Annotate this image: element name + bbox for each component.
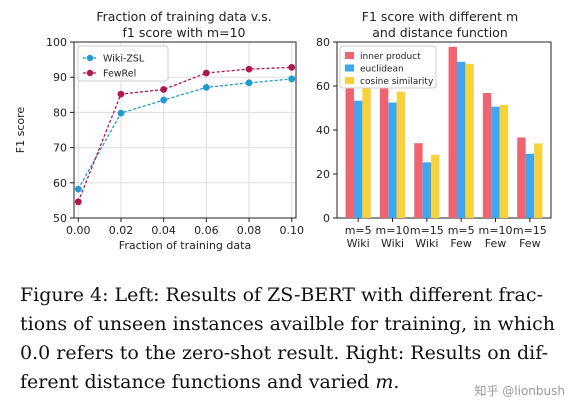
left-series-line-wikizsl <box>77 78 292 190</box>
left-chart-series <box>74 63 296 206</box>
left-data-point <box>202 69 210 77</box>
left-legend-label: Wiki-ZSL <box>103 54 145 65</box>
right-y-tick-label: 20 <box>316 168 330 181</box>
caption-variable-m: m <box>375 371 394 393</box>
left-y-tick-label: 50 <box>53 212 67 225</box>
left-legend-label: FewRel <box>103 69 136 80</box>
left-chart-legend: Wiki-ZSL FewRel <box>77 45 169 82</box>
left-data-point <box>245 79 253 87</box>
right-bar-cosine-similarity <box>499 104 509 218</box>
right-x-tick-label-top: m=15 <box>513 224 547 237</box>
left-data-point <box>74 198 82 206</box>
caption-line-2: tions of unseen instances availble for t… <box>20 313 555 335</box>
left-series-line-fewrel <box>77 66 292 203</box>
right-y-tick-label: 80 <box>316 36 330 49</box>
left-data-point <box>202 84 210 91</box>
right-x-tick-label-bottom: Few <box>450 237 472 250</box>
left-y-tick-label: 70 <box>53 142 67 155</box>
left-x-tick-label: 0.10 <box>279 224 304 237</box>
right-chart-title-line1: F1 score with different m <box>362 9 518 24</box>
watermark: 知乎 @lionbush <box>474 384 565 398</box>
right-legend-box <box>339 45 437 89</box>
left-legend-box <box>77 45 169 82</box>
right-bar-inner-product <box>414 143 423 218</box>
left-x-tick-label: 0.04 <box>151 224 176 237</box>
right-y-tick-label: 0 <box>323 212 330 225</box>
right-legend-label: inner product <box>360 52 421 62</box>
left-data-point <box>288 63 296 71</box>
right-bar-inner-product <box>345 60 354 218</box>
left-data-point <box>117 109 125 117</box>
right-bar-cosine-similarity <box>465 64 474 218</box>
right-chart-y-ticks: 0 20 40 60 80 <box>316 36 337 225</box>
right-bar-inner-product <box>448 46 457 219</box>
left-y-tick-label: 60 <box>53 177 67 190</box>
left-data-point <box>245 65 253 73</box>
left-chart-title-line2: f1 score with m=10 <box>123 25 246 40</box>
left-x-tick-label: 0.06 <box>194 224 219 237</box>
right-legend-swatch <box>345 77 354 84</box>
right-chart-title-line2: and distance function <box>372 25 508 40</box>
left-x-tick-label: 0.02 <box>109 224 134 237</box>
right-chart-legend: inner product euclidean cosine similarity <box>339 45 437 89</box>
right-bar-euclidean <box>491 106 500 218</box>
caption-line-4-prefix: ferent distance functions and varied <box>20 371 376 393</box>
right-bar-cosine-similarity <box>431 154 440 218</box>
left-legend-marker <box>86 54 94 62</box>
left-chart-x-axis-label: Fraction of training data <box>119 239 251 252</box>
right-bar-cosine-similarity <box>396 91 406 218</box>
right-bar-cosine-similarity <box>534 143 543 218</box>
right-bar-euclidean <box>388 102 397 218</box>
figure-caption: Figure 4: Left: Results of ZS-BERT with … <box>20 281 570 397</box>
right-x-tick-label-bottom: Wiki <box>415 237 438 250</box>
right-bar-chart: F1 score with different m and distance f… <box>316 9 552 250</box>
right-bar-inner-product <box>379 85 389 219</box>
right-bar-euclidean <box>353 100 363 218</box>
left-chart-x-ticks: 0.00 0.02 0.04 0.06 0.08 0.10 <box>66 218 304 237</box>
right-x-tick-label-bottom: Few <box>485 237 507 250</box>
left-line-chart: Fraction of training data v.s. f1 score … <box>14 9 304 252</box>
right-x-tick-label-top: m=10 <box>376 224 410 237</box>
right-y-tick-label: 40 <box>316 124 330 137</box>
left-data-point <box>74 185 82 193</box>
right-x-tick-label-top: m=15 <box>410 224 444 237</box>
left-data-point <box>117 90 125 98</box>
left-y-tick-label: 100 <box>46 36 67 49</box>
right-bar-euclidean <box>456 61 466 218</box>
right-legend-swatch <box>345 64 354 72</box>
right-bar-cosine-similarity <box>362 65 371 218</box>
right-y-tick-label: 60 <box>316 80 330 93</box>
right-x-tick-label-top: m=10 <box>479 224 513 237</box>
right-bar-inner-product <box>482 93 492 218</box>
left-x-tick-label: 0.08 <box>237 224 262 237</box>
right-x-tick-label-bottom: Wiki <box>347 237 370 250</box>
right-x-tick-label-bottom: Wiki <box>381 237 404 250</box>
right-legend-label: cosine similarity <box>360 77 434 87</box>
right-x-tick-label-bottom: Few <box>519 237 541 250</box>
left-chart-y-axis-label: F1 score <box>14 107 27 154</box>
right-x-tick-label-top: m=5 <box>345 224 372 237</box>
left-chart-y-ticks: 50 60 70 80 90 100 <box>46 36 74 225</box>
left-data-point <box>160 96 168 104</box>
left-y-tick-label: 90 <box>53 71 67 84</box>
right-bar-euclidean <box>422 162 432 218</box>
left-data-point <box>160 86 168 93</box>
right-legend-label: euclidean <box>360 65 404 75</box>
left-legend-marker <box>86 69 94 77</box>
left-x-tick-label: 0.00 <box>66 224 91 237</box>
left-chart-title-line1: Fraction of training data v.s. <box>96 9 271 24</box>
left-chart-plot-frame <box>73 41 297 219</box>
caption-line-3: 0.0 refers to the zero-shot result. Righ… <box>20 342 549 364</box>
left-data-point <box>288 75 296 83</box>
right-bar-euclidean <box>525 153 535 218</box>
caption-line-1: Figure 4: Left: Results of ZS-BERT with … <box>20 284 543 306</box>
right-bar-inner-product <box>517 137 526 218</box>
right-chart-bars <box>345 46 543 219</box>
left-y-tick-label: 80 <box>53 106 67 119</box>
right-legend-swatch <box>345 52 354 59</box>
right-x-tick-label-top: m=5 <box>448 224 475 237</box>
caption-line-4-suffix: . <box>393 371 400 393</box>
right-chart-x-ticks: m=5Wikim=10Wikim=15Wikim=5Fewm=10Fewm=15… <box>345 218 547 250</box>
